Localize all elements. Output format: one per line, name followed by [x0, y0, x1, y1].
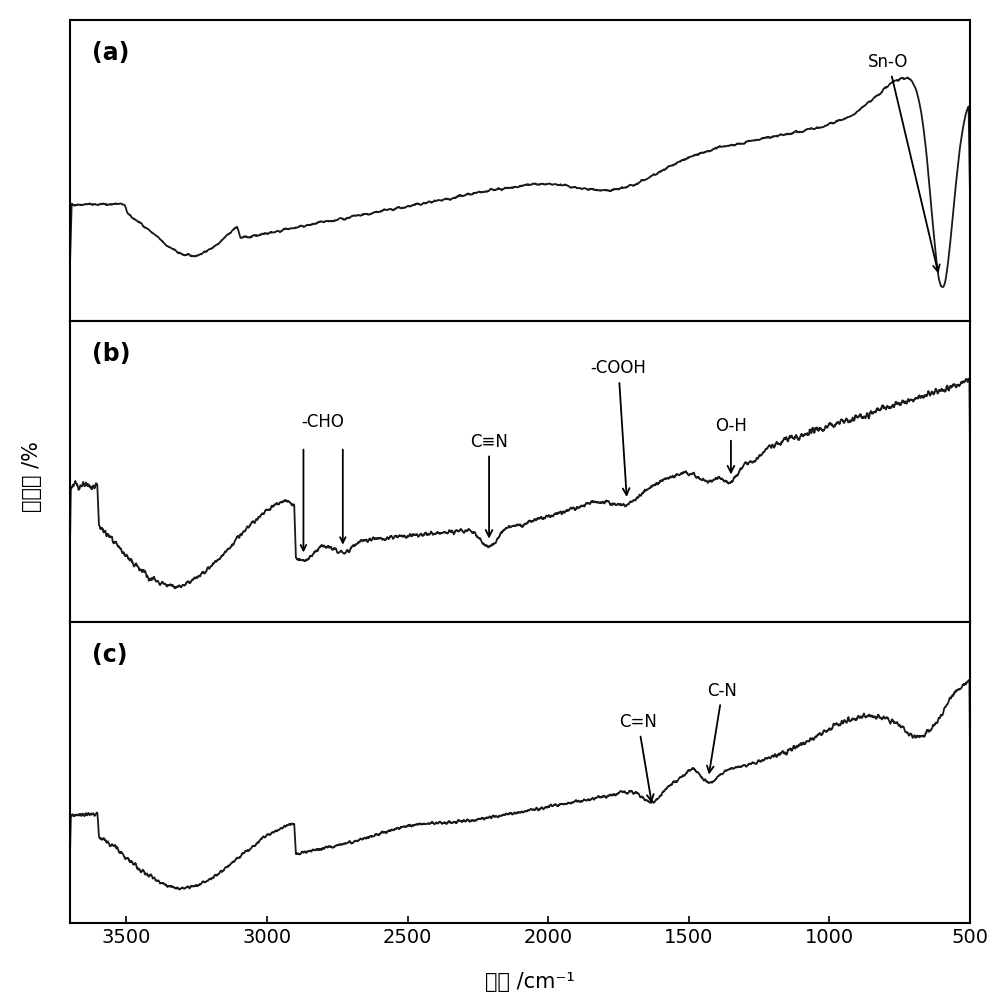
Text: (a): (a)	[92, 41, 130, 65]
Text: Sn-O: Sn-O	[868, 53, 940, 272]
Text: (b): (b)	[92, 342, 131, 366]
Text: O-H: O-H	[715, 417, 747, 473]
Text: 透过率 /%: 透过率 /%	[22, 441, 42, 512]
Text: C≡N: C≡N	[470, 433, 508, 536]
Text: C-N: C-N	[707, 681, 737, 773]
Text: 波数 /cm⁻¹: 波数 /cm⁻¹	[485, 972, 575, 992]
Text: C=N: C=N	[619, 713, 657, 801]
Text: (c): (c)	[92, 643, 128, 667]
Text: -CHO: -CHO	[302, 413, 345, 431]
Text: -COOH: -COOH	[590, 359, 646, 495]
